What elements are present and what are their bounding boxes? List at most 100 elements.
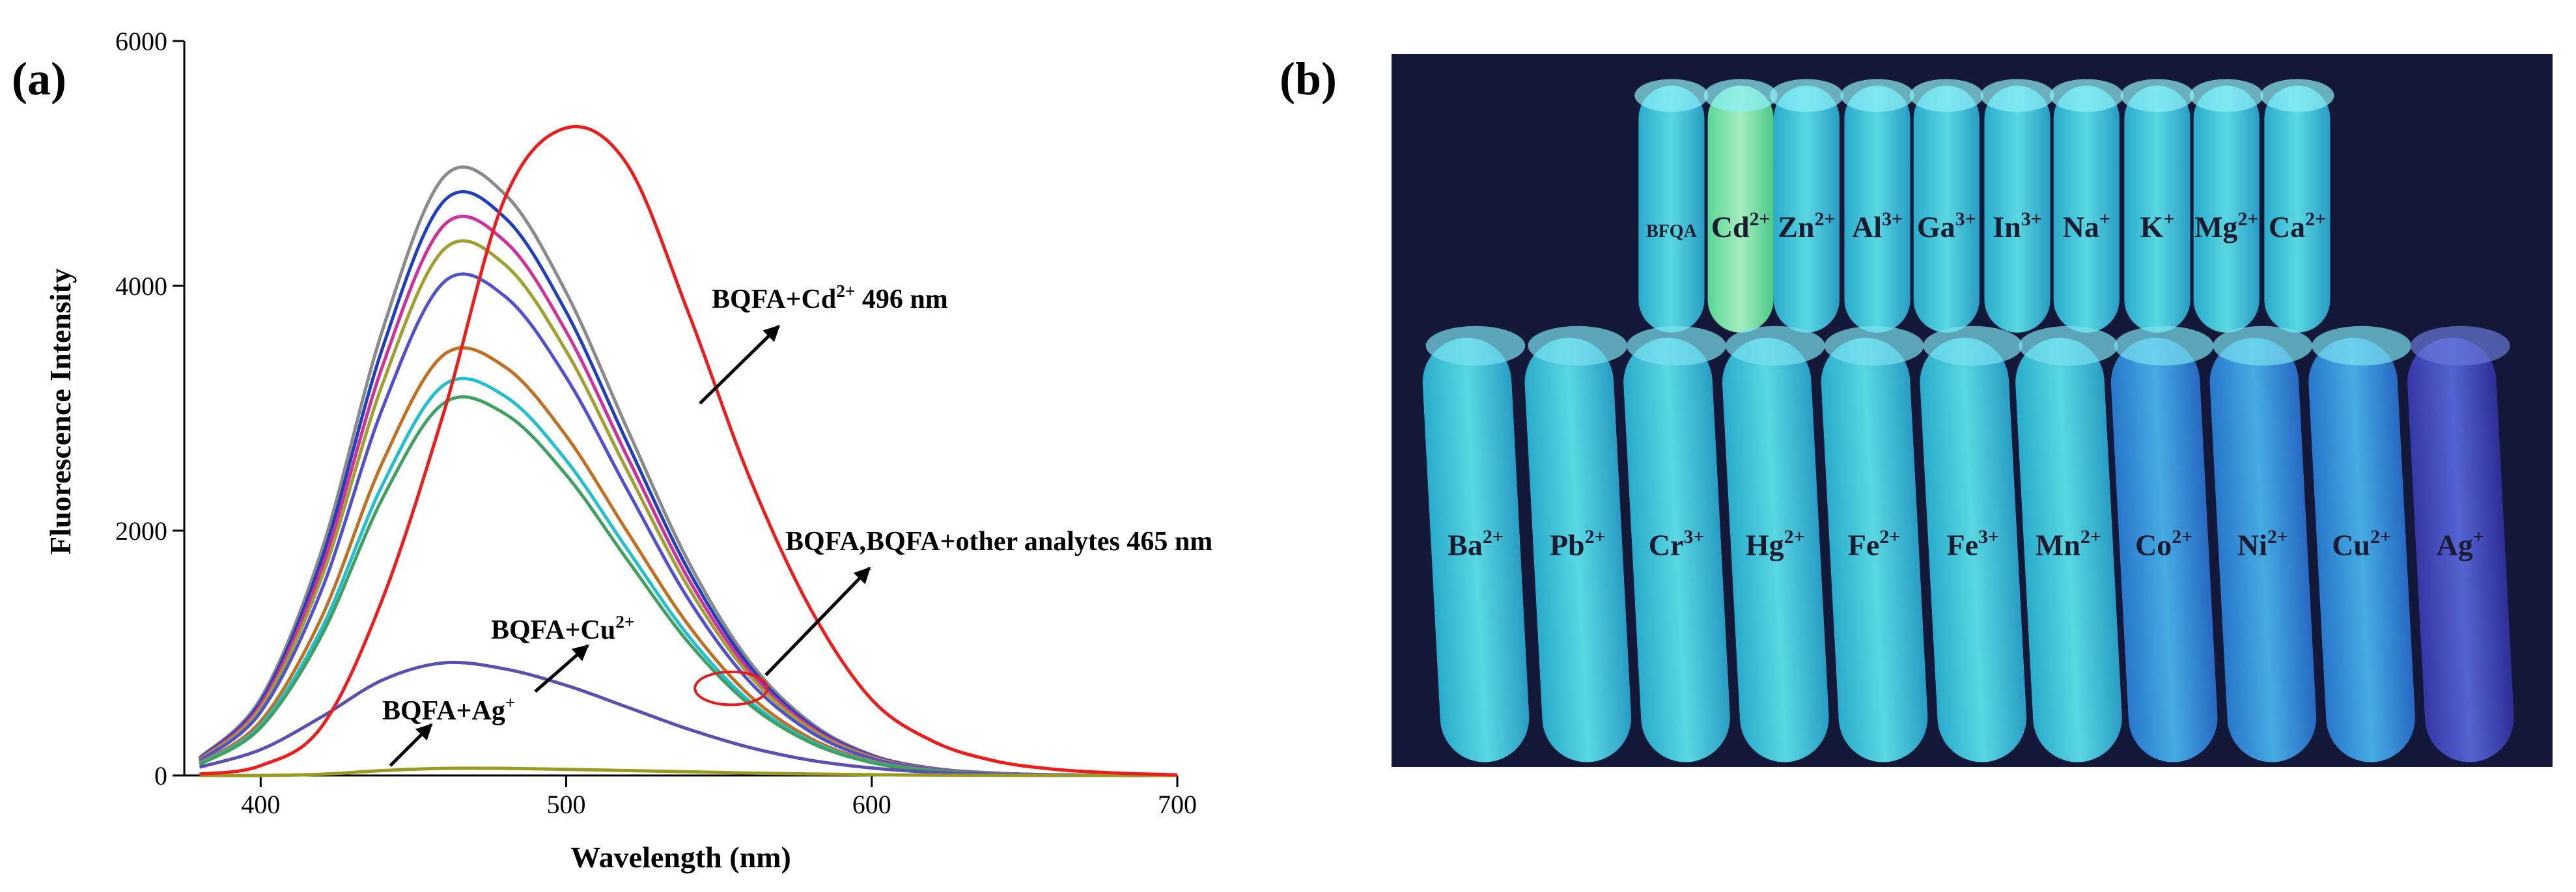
x-tick-label: 500 — [547, 790, 586, 819]
tube-cap — [2411, 326, 2510, 366]
tube-label: Cu2+ — [2332, 526, 2391, 561]
photo-b: (b)BFQA Cd2+ Zn2+ Al3+ Ga3+ In3+ Na+ K+ Mg2+ Ca2+… — [1280, 53, 2553, 767]
tube — [2264, 85, 2331, 333]
chart-a: (a) 400 500 600 700 0 2000 4000 6000 Wavelength (… — [12, 27, 1212, 874]
tube-label-base: Hg — [1746, 528, 1784, 561]
tube — [1638, 85, 1705, 333]
annotation-sup: + — [505, 693, 516, 712]
tube — [2015, 337, 2122, 762]
tube-label: Cd2+ — [1711, 208, 1771, 244]
tube-label-base: Pb — [1550, 528, 1585, 561]
annotation-sup: 2+ — [836, 281, 855, 301]
tube-label-base: Zn — [1778, 210, 1814, 244]
tube-label-sup: 2+ — [2080, 526, 2101, 548]
spectrum-line — [198, 239, 1178, 777]
tube-cap — [1627, 326, 1726, 366]
tube-label: Fe2+ — [1848, 526, 1901, 561]
tube-label-base: Ni — [2237, 528, 2267, 561]
tube-label-base: Ba — [1448, 528, 1483, 561]
tube-label-base: Mg — [2194, 210, 2237, 244]
tube-label-sup: 2+ — [1483, 526, 1504, 548]
annotation-base: BQFA+Ag — [382, 696, 505, 726]
tube-cap — [1769, 79, 1843, 112]
tube-cap — [1634, 79, 1709, 112]
tube-label-base: Ag — [2437, 528, 2473, 561]
tube-label-base: Ca — [2269, 210, 2305, 244]
tube-cap — [1923, 326, 2023, 366]
tube-label: Pb2+ — [1550, 526, 1606, 561]
tube-label-base: Ga — [1917, 210, 1955, 244]
tube-cap — [2189, 79, 2263, 112]
tube — [2193, 85, 2260, 333]
highlight-ellipse — [693, 670, 769, 706]
tube-label: Ni2+ — [2237, 526, 2288, 561]
tube-cap — [2213, 326, 2313, 366]
tube — [2053, 85, 2120, 333]
tube-label-sup: 2+ — [2370, 526, 2391, 548]
tube-label-sup: 2+ — [2305, 208, 2326, 230]
y-axis-label: Fluorescence Intensity — [44, 268, 77, 555]
tube-cap — [2260, 79, 2334, 112]
tube — [2308, 337, 2415, 762]
tube — [1623, 337, 1730, 762]
tube-label-base: BFQA — [1646, 221, 1698, 242]
tube-label-base: Fe — [1848, 528, 1880, 561]
annotation-sup: 2+ — [615, 612, 634, 632]
annotation: BQFA+Cd2+ 496 nm — [712, 281, 948, 314]
annotation-arrow — [764, 566, 871, 676]
tube-label-sup: + — [2099, 208, 2110, 230]
y-tick-label: 6000 — [115, 27, 167, 56]
tube-label: Zn2+ — [1778, 208, 1835, 244]
x-tick-label: 600 — [852, 790, 891, 819]
annotation-base: BQFA+Cd — [712, 285, 836, 314]
tube-label: Ba2+ — [1448, 526, 1504, 561]
tube-label-base: Al — [1852, 210, 1882, 244]
panel-label: (a) — [12, 53, 66, 105]
tube-label-sup: 2+ — [2172, 526, 2192, 548]
tube-label: BFQA — [1646, 221, 1698, 242]
tube-label: Fe3+ — [1946, 526, 1999, 561]
tube-label-base: Cr — [1649, 528, 1684, 561]
tube-cap — [2049, 79, 2123, 112]
tube-label-sup: 2+ — [2237, 208, 2258, 230]
tube-label-sup: + — [2163, 208, 2174, 230]
tube — [1707, 85, 1774, 333]
tube-label-base: Co — [2135, 528, 2172, 561]
x-tick-label: 700 — [1158, 790, 1197, 819]
x-axis-label: Wavelength (nm) — [570, 841, 791, 874]
spectrum-line — [199, 124, 1178, 777]
tube-label: Hg2+ — [1746, 526, 1805, 561]
annotation-arrow — [534, 644, 589, 693]
y-tick-label: 0 — [154, 761, 167, 790]
tube-label-sup: 3+ — [1683, 526, 1704, 548]
tube-label-base: Cd — [1711, 210, 1750, 244]
tube-label-base: In — [1993, 210, 2021, 244]
tube-label-sup: 3+ — [1955, 208, 1976, 230]
annotation: BQFA,BQFA+other analytes 465 nm — [785, 527, 1212, 557]
tube-cap — [2312, 326, 2411, 366]
tube-label: Al3+ — [1852, 208, 1903, 244]
tube-label-base: Mn — [2036, 528, 2080, 561]
tube — [2110, 337, 2218, 762]
tube-cap — [1909, 79, 1983, 112]
annotation-rest: 496 nm — [855, 285, 947, 314]
tube — [1913, 85, 1980, 333]
tube-cap — [1703, 79, 1778, 112]
annotation-arrow — [389, 723, 433, 767]
tube-label-sup: 2+ — [1814, 208, 1835, 230]
tube — [2407, 337, 2514, 762]
y-tick-label: 4000 — [115, 272, 167, 301]
tube-label: K+ — [2140, 208, 2175, 244]
tube-label-sup: 2+ — [2267, 526, 2288, 548]
spectrum-line — [199, 660, 1178, 777]
tube-cap — [1528, 326, 1628, 366]
tube-label-base: Cu — [2332, 528, 2370, 561]
panel-label: (b) — [1280, 53, 1337, 105]
tube-cap — [1425, 326, 1526, 366]
tube-label-base: Na — [2063, 210, 2099, 244]
annotation-base: BQFA,BQFA+other analytes 465 nm — [785, 527, 1212, 557]
tube-label-sup: 2+ — [1784, 526, 1805, 548]
tube — [1844, 85, 1911, 333]
x-tick-label: 400 — [241, 790, 280, 819]
